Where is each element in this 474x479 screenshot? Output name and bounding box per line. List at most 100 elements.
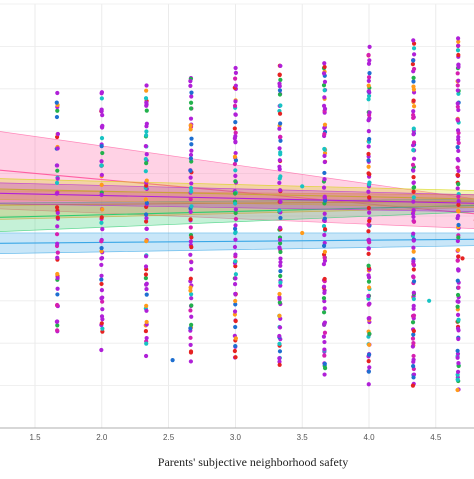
data-point bbox=[367, 316, 371, 320]
data-point bbox=[456, 48, 460, 52]
data-point bbox=[144, 83, 148, 87]
data-point bbox=[456, 63, 460, 67]
data-point bbox=[234, 319, 238, 323]
data-point bbox=[277, 292, 281, 296]
data-point bbox=[100, 151, 104, 155]
data-point bbox=[456, 370, 460, 374]
ribbon-5 bbox=[0, 233, 474, 254]
data-point bbox=[367, 144, 371, 148]
data-point bbox=[278, 121, 282, 125]
data-point bbox=[278, 103, 282, 107]
x-axis-title: Parents' subjective neighborhood safety bbox=[158, 455, 348, 469]
data-point bbox=[278, 325, 282, 329]
data-point bbox=[278, 112, 282, 116]
data-point bbox=[278, 363, 282, 367]
data-point bbox=[323, 331, 327, 335]
data-point bbox=[367, 110, 371, 114]
data-point bbox=[144, 157, 148, 161]
data-point bbox=[99, 282, 103, 286]
data-point bbox=[188, 84, 192, 88]
data-point bbox=[322, 291, 326, 295]
data-point bbox=[55, 100, 59, 104]
data-point bbox=[233, 259, 237, 263]
data-point bbox=[100, 124, 104, 128]
data-point bbox=[233, 77, 237, 81]
data-point bbox=[456, 79, 460, 83]
data-point bbox=[456, 254, 460, 258]
data-point bbox=[189, 343, 193, 347]
data-point bbox=[233, 66, 237, 70]
data-point bbox=[456, 378, 460, 382]
data-point bbox=[189, 127, 193, 131]
data-point bbox=[278, 280, 282, 284]
data-point bbox=[456, 279, 460, 283]
data-point bbox=[323, 320, 327, 324]
data-point bbox=[322, 61, 326, 65]
data-point bbox=[456, 88, 460, 92]
data-point bbox=[456, 165, 460, 169]
data-point bbox=[189, 137, 193, 141]
data-point bbox=[55, 232, 59, 236]
data-point bbox=[412, 250, 416, 254]
data-point bbox=[323, 80, 327, 84]
data-point bbox=[100, 327, 104, 331]
data-point bbox=[411, 175, 415, 179]
data-point bbox=[144, 254, 148, 258]
data-point bbox=[367, 210, 371, 214]
data-point bbox=[411, 246, 415, 250]
data-point bbox=[188, 336, 192, 340]
data-point bbox=[55, 181, 59, 185]
data-point bbox=[233, 162, 237, 166]
data-point bbox=[277, 342, 281, 346]
data-point bbox=[456, 149, 460, 153]
data-point bbox=[100, 300, 104, 304]
data-point bbox=[367, 223, 371, 227]
data-point bbox=[100, 96, 104, 100]
data-point bbox=[278, 188, 282, 192]
data-point bbox=[99, 274, 103, 278]
data-point bbox=[145, 152, 149, 156]
data-point bbox=[233, 126, 237, 130]
data-point bbox=[367, 181, 371, 185]
data-point bbox=[456, 101, 460, 105]
data-point bbox=[456, 214, 460, 218]
data-point bbox=[278, 73, 282, 77]
data-point bbox=[456, 138, 460, 142]
data-point bbox=[233, 309, 237, 313]
data-point bbox=[144, 89, 148, 93]
data-point bbox=[455, 117, 459, 121]
data-point bbox=[367, 382, 371, 386]
data-point bbox=[366, 158, 370, 162]
data-point bbox=[55, 169, 59, 173]
data-point bbox=[189, 176, 193, 180]
data-point bbox=[411, 38, 415, 42]
data-point bbox=[100, 136, 104, 140]
data-point bbox=[100, 207, 104, 211]
data-point bbox=[460, 256, 464, 260]
data-point bbox=[55, 242, 59, 246]
data-point bbox=[411, 333, 415, 337]
data-point bbox=[189, 292, 193, 296]
data-point bbox=[233, 140, 237, 144]
data-point bbox=[456, 203, 460, 207]
data-point bbox=[144, 342, 148, 346]
regression-ribbons bbox=[0, 127, 474, 254]
data-point bbox=[189, 123, 193, 127]
data-point bbox=[277, 314, 281, 318]
data-point bbox=[411, 344, 415, 348]
data-point bbox=[189, 315, 193, 319]
data-point bbox=[412, 329, 416, 333]
data-point bbox=[367, 285, 371, 289]
data-point bbox=[99, 246, 103, 250]
data-point bbox=[411, 200, 415, 204]
data-point bbox=[411, 384, 415, 388]
data-point bbox=[411, 76, 415, 80]
data-point bbox=[144, 129, 148, 133]
data-point bbox=[456, 157, 460, 161]
data-point bbox=[322, 372, 326, 376]
data-point bbox=[278, 274, 282, 278]
data-point bbox=[144, 309, 148, 313]
data-point bbox=[234, 151, 238, 155]
data-point bbox=[455, 173, 459, 177]
